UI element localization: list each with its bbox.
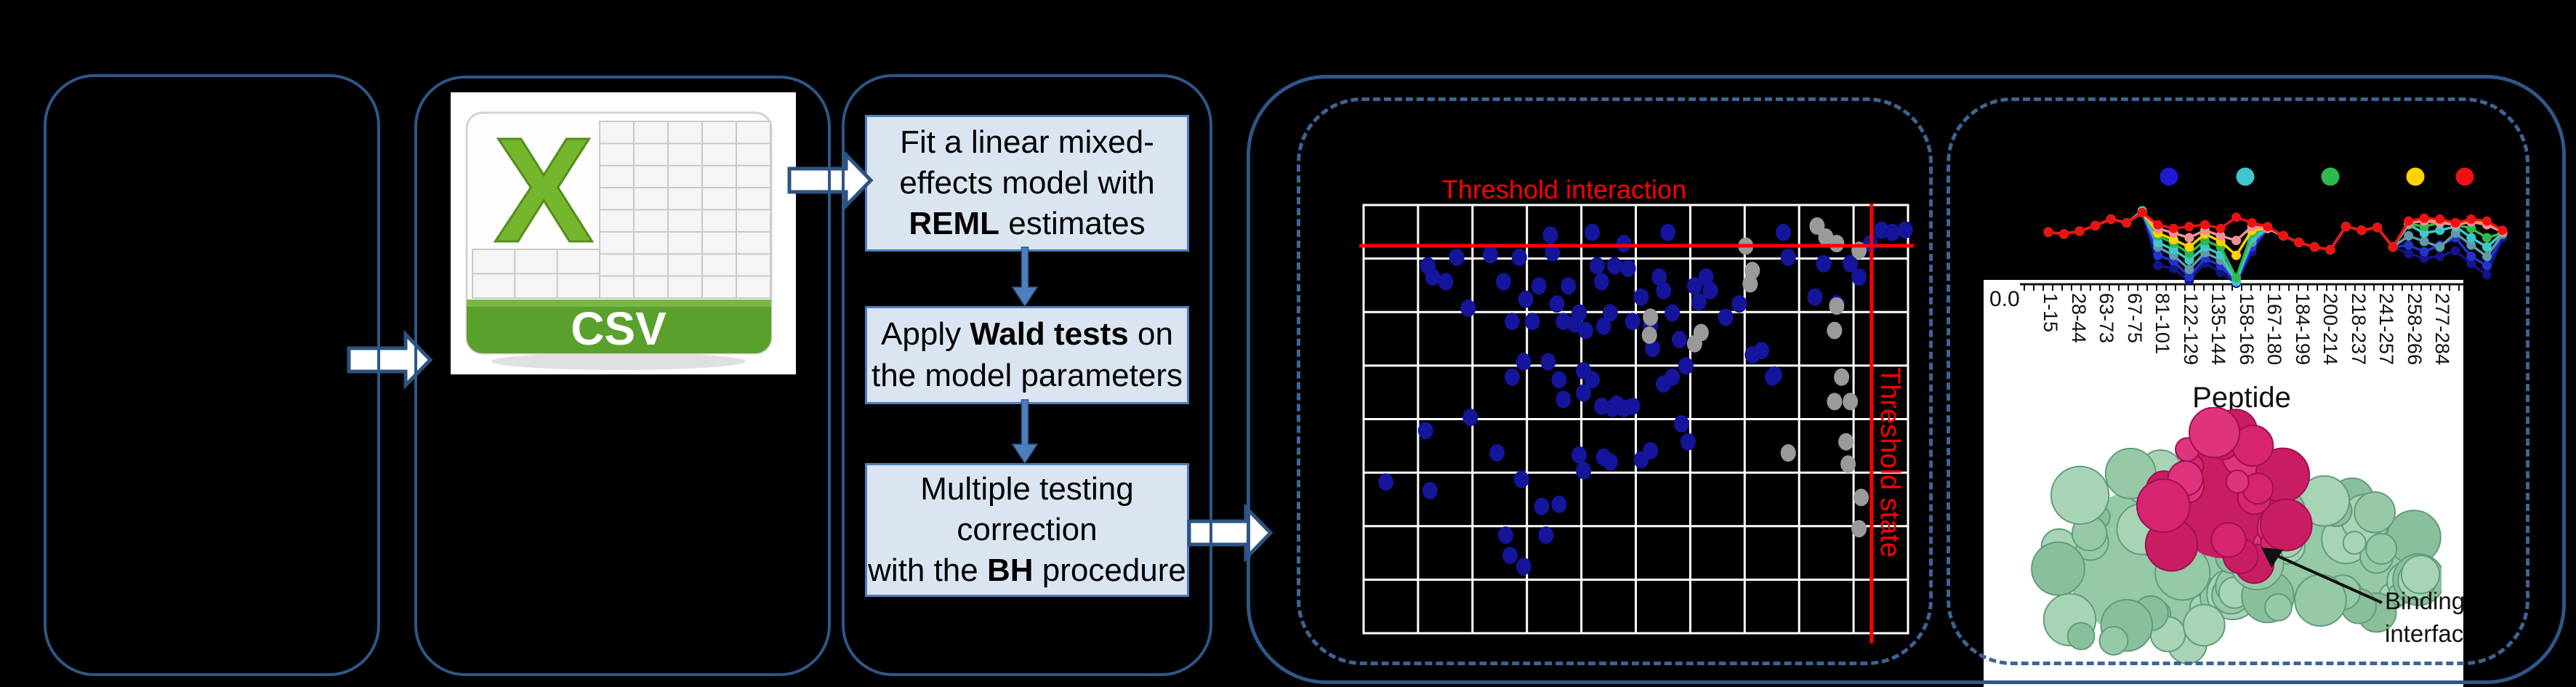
- flow-step-line: the model parameters: [872, 357, 1183, 393]
- csv-file-icon: X CSV: [465, 106, 773, 370]
- block-arrow-icon: [1187, 502, 1273, 563]
- legend-dot-icon: [2455, 167, 2474, 186]
- flow-step-line: correction: [957, 511, 1098, 547]
- flow-step-wald: Apply Wald tests on the model parameters: [865, 306, 1189, 404]
- threshold-interaction-label: Threshold interaction: [1441, 174, 1687, 204]
- block-arrow-icon: [347, 329, 433, 390]
- csv-label: CSV: [571, 302, 667, 355]
- flow-step-bh: Multiple testing correction with the BH pr…: [865, 463, 1189, 597]
- flow-step-line: with the BH procedure: [868, 553, 1186, 589]
- flow-step-line: REML estimates: [909, 206, 1146, 242]
- flow-step-line: Multiple testing: [920, 470, 1134, 507]
- flow-step-line: effects model with: [899, 164, 1155, 201]
- flow-step-line: Apply Wald tests on: [881, 316, 1173, 353]
- threshold-scatter-plot: [1359, 204, 1914, 643]
- stage-box-empty: [44, 74, 380, 676]
- csv-x-glyph: X: [494, 107, 594, 273]
- threshold-state-label: Threshold state: [1875, 367, 1905, 558]
- legend-dot-icon: [2160, 167, 2178, 186]
- uptake-line-chart: [2043, 167, 2508, 289]
- protein-structure-image: [2031, 407, 2442, 664]
- legend-dot-icon: [2321, 167, 2340, 186]
- csv-image: X CSV: [451, 92, 796, 374]
- legend-dot-icon: [2406, 167, 2425, 186]
- binding-interface-label: Binding interface: [2385, 587, 2463, 647]
- down-arrow-icon: [1011, 399, 1039, 465]
- flow-step-reml: Fit a linear mixed-effects model with REM…: [865, 115, 1189, 252]
- spreadsheet-grid: [599, 121, 771, 299]
- peptide-figure: 0.0 1-15 28-44 63-73 67-75 81-101 122-129 135-…: [1984, 280, 2463, 687]
- block-arrow-icon: [787, 150, 874, 211]
- y-axis-zero-tick: 0.0: [1989, 287, 2020, 311]
- legend-dot-icon: [2236, 167, 2255, 186]
- down-arrow-icon: [1011, 246, 1039, 308]
- flow-step-line: Fit a linear mixed-: [900, 124, 1154, 160]
